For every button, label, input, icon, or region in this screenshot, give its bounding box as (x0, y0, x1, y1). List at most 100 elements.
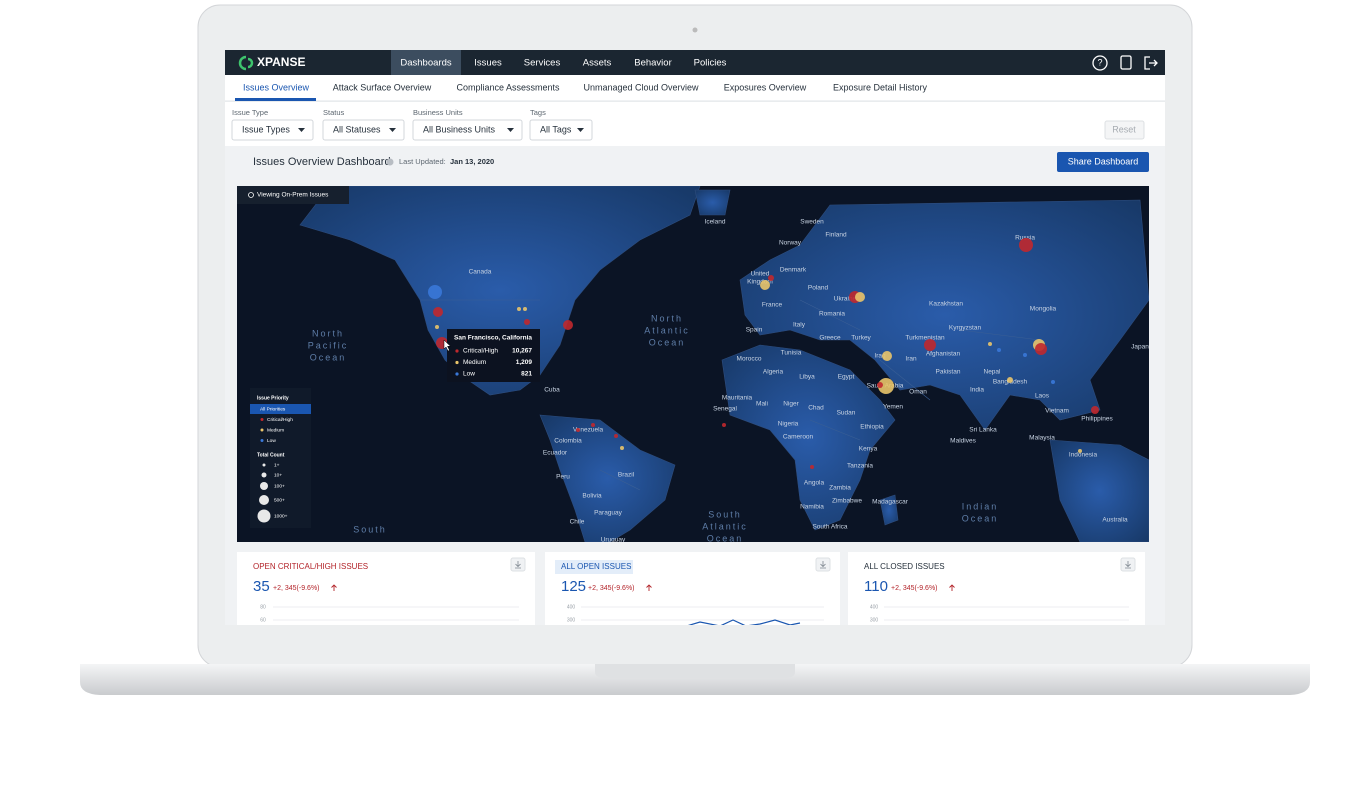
issue-marker[interactable] (924, 339, 936, 351)
card-value: 125 (561, 578, 586, 595)
issue-marker[interactable] (524, 319, 530, 325)
country-label: Kenya (859, 446, 878, 453)
share-button[interactable] (1057, 152, 1149, 172)
ocean-label: Ocean (649, 337, 686, 347)
issue-marker[interactable] (435, 325, 439, 329)
country-label: Italy (793, 322, 806, 329)
ocean-label: Pacific (308, 340, 349, 350)
axis-tick: 400 (567, 604, 576, 610)
country-label: Kingdom (747, 279, 773, 286)
issue-marker[interactable] (1035, 343, 1047, 355)
cursor (443, 339, 452, 352)
nav-item[interactable]: Policies (694, 58, 727, 69)
filter-value: Issue Types (242, 124, 290, 134)
issue-marker[interactable] (882, 351, 892, 361)
tab[interactable]: Compliance Assessments (456, 82, 560, 92)
filter-dropdown[interactable] (322, 119, 405, 141)
issue-marker[interactable] (1007, 377, 1013, 383)
tooltip-title: San Francisco, California (454, 335, 532, 342)
ocean-label: Atlantic (644, 325, 690, 335)
ocean-label: South (353, 524, 387, 534)
legend-item[interactable]: Medium (267, 427, 284, 433)
issue-marker[interactable] (428, 285, 442, 299)
nav-item[interactable]: Dashboards (400, 58, 451, 69)
nav-item[interactable]: Behavior (634, 58, 672, 69)
legend-size (260, 482, 268, 490)
legend-dot (260, 428, 264, 432)
issue-marker[interactable] (877, 382, 883, 388)
docs-icon[interactable] (1120, 55, 1132, 70)
country-label: Malaysia (1029, 435, 1055, 442)
download-icon (820, 561, 826, 569)
tab[interactable]: Unmanaged Cloud Overview (583, 82, 699, 92)
issue-marker[interactable] (810, 465, 814, 469)
tab[interactable]: Exposure Detail History (833, 82, 928, 92)
nav-item[interactable]: Issues (474, 58, 502, 69)
caret (298, 128, 305, 132)
legend-item[interactable]: Low (267, 438, 276, 444)
issue-marker[interactable] (614, 434, 618, 438)
legend-item[interactable]: All Priorities (260, 406, 286, 412)
issue-marker[interactable] (722, 423, 726, 427)
country-label: Venezuela (573, 427, 604, 434)
tab[interactable]: Attack Surface Overview (333, 82, 432, 92)
tooltip-label: Critical/High (463, 348, 498, 355)
legend-active (250, 404, 311, 414)
legend-title: Issue Priority (257, 395, 289, 401)
nav-item[interactable]: Assets (583, 58, 612, 69)
country-label: Paraguay (594, 510, 623, 517)
dashboard-title: Issues Overview Dashboard (253, 156, 391, 168)
issue-marker[interactable] (997, 348, 1001, 352)
issue-marker[interactable] (517, 307, 521, 311)
reset-button[interactable] (1104, 120, 1145, 140)
logout-icon[interactable] (1144, 56, 1158, 70)
issue-marker[interactable] (1091, 406, 1099, 414)
issue-marker[interactable] (878, 378, 894, 394)
country-label: Libya (799, 374, 815, 381)
issue-marker[interactable] (1023, 353, 1027, 357)
tooltip-label: Low (463, 371, 475, 378)
tab[interactable]: Issues Overview (243, 82, 310, 92)
issue-marker[interactable] (620, 446, 624, 450)
card-title: ALL CLOSED ISSUES (864, 562, 945, 571)
issue-marker[interactable] (576, 428, 580, 432)
filter-dropdown[interactable] (412, 119, 523, 141)
country-label: Madagascar (872, 499, 909, 506)
nav-item[interactable]: Services (524, 58, 561, 69)
ocean-label: Ocean (707, 533, 744, 543)
country-label: Japan (1131, 344, 1149, 351)
card-delta: +2, 345(-9.6%) (891, 585, 938, 592)
issue-marker[interactable] (768, 275, 774, 281)
country-label: Canada (469, 269, 492, 276)
issue-marker[interactable] (855, 292, 865, 302)
country-label: Vietnam (1045, 408, 1069, 415)
legend-count: 100+ (274, 483, 285, 489)
axis-tick: 300 (567, 617, 576, 623)
help-icon[interactable] (1092, 55, 1108, 71)
laptop-notch (595, 664, 795, 678)
issue-marker[interactable] (1019, 238, 1033, 252)
app: XPANSE ? Reset Issues Overview Dashboard… (225, 50, 1165, 625)
issue-marker[interactable] (563, 320, 573, 330)
legend-item[interactable]: Critical/High (267, 417, 293, 423)
country-label: Mali (756, 401, 768, 408)
filter-dropdown[interactable] (231, 119, 314, 141)
issue-marker[interactable] (433, 307, 443, 317)
issue-marker[interactable] (591, 423, 595, 427)
country-label: Kyrgyzstan (949, 325, 982, 332)
issue-marker[interactable] (760, 280, 770, 290)
issue-marker[interactable] (988, 342, 992, 346)
country-label: Romania (819, 311, 845, 318)
issue-marker[interactable] (1051, 380, 1055, 384)
map: Viewing On-Prem Issues Iceland SwedenFinl… (237, 186, 1149, 543)
tooltip-value: 1,209 (516, 359, 533, 366)
country-label: Nigeria (778, 421, 799, 428)
issue-marker[interactable] (523, 307, 527, 311)
ocean-label: South (708, 509, 742, 519)
tab[interactable]: Exposures Overview (724, 82, 807, 92)
country-label: Spain (746, 327, 763, 334)
issue-marker[interactable] (1078, 449, 1082, 453)
country-label: Oman (909, 389, 927, 396)
filter-dropdown[interactable] (529, 119, 593, 141)
country-label: Morocco (737, 356, 762, 363)
